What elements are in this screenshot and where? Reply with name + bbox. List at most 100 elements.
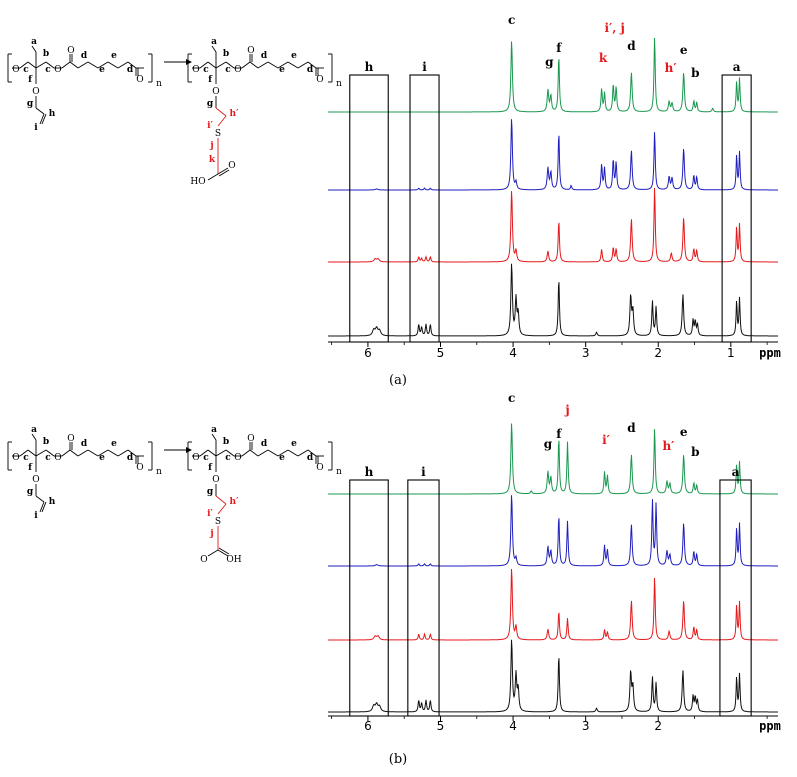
bond xyxy=(45,449,55,457)
atom-i-prime: i′ xyxy=(207,121,213,131)
atom-e: e xyxy=(279,453,285,463)
atom-h-prime: h′ xyxy=(230,497,240,507)
atom-g: g xyxy=(207,487,214,497)
bond-red xyxy=(217,115,227,127)
bond xyxy=(35,107,45,115)
bond xyxy=(225,61,235,69)
peak-label-j: j xyxy=(564,403,569,417)
bond xyxy=(207,549,219,557)
bond xyxy=(287,449,299,457)
x-tick-label-2: 2 xyxy=(654,719,662,733)
panel-caption: (b) xyxy=(389,752,407,767)
bond xyxy=(241,449,251,457)
spectrum-line-4 xyxy=(328,263,778,337)
region-box-a xyxy=(719,479,752,717)
bond xyxy=(87,61,99,69)
atom-f: f xyxy=(208,75,213,85)
peak-label-f: f xyxy=(556,427,562,441)
atom-i-prime: i′ xyxy=(207,509,213,519)
peak-label-g: g xyxy=(544,437,553,451)
atom-b: b xyxy=(43,437,49,447)
oxygen-label: O xyxy=(192,65,199,75)
peak-label-d: d xyxy=(627,39,636,53)
bond xyxy=(267,61,279,69)
sulfur-label: S xyxy=(215,129,221,139)
oxygen-label: O xyxy=(12,65,19,75)
bond xyxy=(217,167,229,175)
x-tick-label-4: 4 xyxy=(509,719,517,733)
peak-label-d: d xyxy=(627,421,636,435)
peak-label-e: e xyxy=(680,425,688,439)
bond xyxy=(277,449,289,457)
atom-d: d xyxy=(261,439,268,449)
atom-i: i xyxy=(34,123,38,133)
oxygen-label: O xyxy=(54,453,61,463)
bond xyxy=(35,61,47,69)
oxygen-label: O xyxy=(67,46,74,56)
bond xyxy=(27,449,37,457)
x-tick-label-4: 4 xyxy=(509,346,517,360)
atom-h-prime: h′ xyxy=(230,109,240,119)
atom-a: a xyxy=(211,37,217,47)
atom-g: g xyxy=(207,99,214,109)
atom-i: i xyxy=(34,511,38,521)
atom-d: d xyxy=(127,453,134,463)
region-box-label-a: a xyxy=(732,465,740,479)
x-tick-label-5: 5 xyxy=(437,719,445,733)
bond xyxy=(199,61,209,69)
bond xyxy=(77,449,89,457)
bond xyxy=(61,61,71,69)
bond xyxy=(39,113,45,125)
peak-label-e: e xyxy=(680,43,688,57)
region-box-i xyxy=(409,74,440,343)
bond xyxy=(217,549,229,557)
bond xyxy=(39,501,45,513)
atom-c: c xyxy=(45,453,51,463)
region-box-label-h: h xyxy=(365,465,374,479)
x-tick-label-2: 2 xyxy=(654,346,662,360)
bond xyxy=(199,449,209,457)
bond xyxy=(215,61,227,69)
atom-b: b xyxy=(223,437,229,447)
atom-a: a xyxy=(31,37,37,47)
bond xyxy=(207,61,217,69)
bond xyxy=(127,61,137,69)
bond xyxy=(257,61,269,69)
spectrum-line-1 xyxy=(328,37,778,113)
bond xyxy=(211,433,217,441)
oxygen-label: O xyxy=(136,75,143,85)
spectrum-line-2 xyxy=(328,119,778,191)
oxygen-label: O xyxy=(316,75,323,85)
oxygen-label: O xyxy=(136,463,143,473)
x-tick-label-6: 6 xyxy=(364,719,372,733)
spectrum-line-3 xyxy=(328,187,778,263)
peak-label-k: k xyxy=(599,51,608,65)
bond xyxy=(307,449,317,457)
bond xyxy=(249,449,259,457)
atom-g: g xyxy=(27,487,34,497)
atom-a: a xyxy=(211,425,217,435)
atom-c: c xyxy=(23,453,29,463)
bond xyxy=(35,449,47,457)
x-tick-label-3: 3 xyxy=(582,719,590,733)
atom-d: d xyxy=(81,439,88,449)
bond xyxy=(69,61,79,69)
region-box-label-h: h xyxy=(365,60,374,74)
oxygen-label: O xyxy=(316,463,323,473)
atom-c: c xyxy=(23,65,29,75)
atom-h: h xyxy=(49,109,56,119)
hydroxyl-label: OH xyxy=(226,555,241,565)
bond xyxy=(31,45,37,53)
atom-d: d xyxy=(127,65,134,75)
atom-e: e xyxy=(279,65,285,75)
oxygen-label: O xyxy=(192,453,199,463)
oxygen-label: O xyxy=(212,87,219,97)
atom-j: j xyxy=(209,141,213,151)
atom-j: j xyxy=(209,529,213,539)
oxygen-label: O xyxy=(247,46,254,56)
peak-label-b: b xyxy=(691,66,699,80)
x-tick-label-5: 5 xyxy=(437,346,445,360)
bond xyxy=(35,495,45,503)
